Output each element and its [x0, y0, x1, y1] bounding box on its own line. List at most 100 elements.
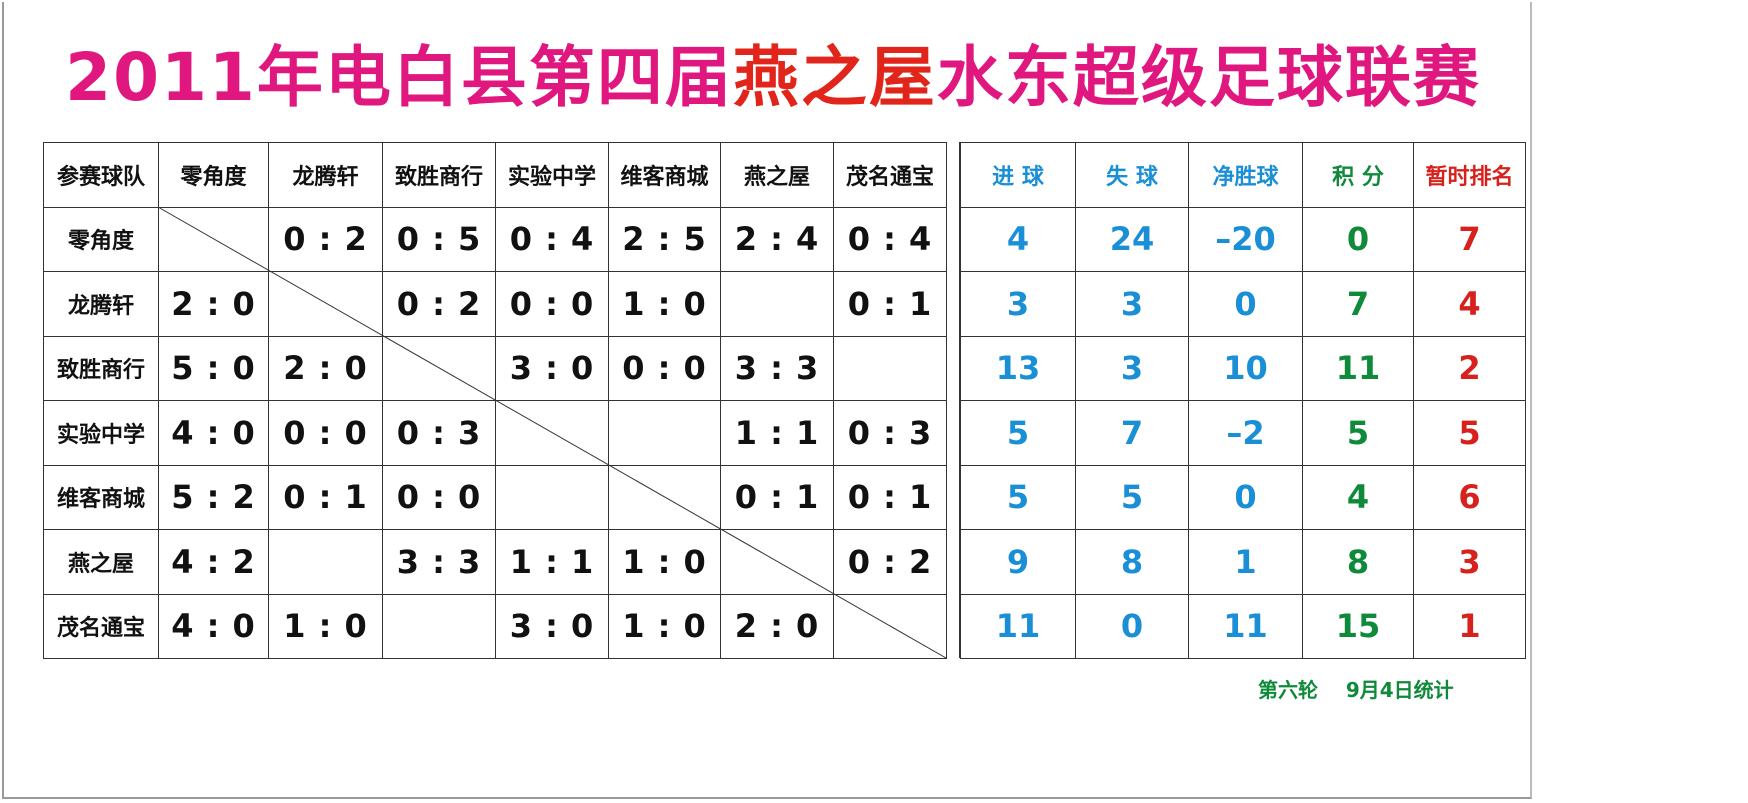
score-cell: 0 : 1 — [720, 464, 834, 530]
title-sponsor: 燕之屋 — [732, 39, 937, 116]
score-cell: 0 : 0 — [495, 271, 609, 337]
score-cell — [720, 271, 834, 337]
score-cell: 5 : 0 — [158, 335, 269, 401]
table-row: 13 3 10 11 2 — [960, 335, 1526, 401]
team-column-header: 零角度 — [158, 142, 269, 208]
score-cell: 3 : 3 — [382, 529, 496, 595]
score-cell: 0 : 2 — [382, 271, 496, 337]
score-cell — [382, 593, 496, 659]
poster-frame — [2, 2, 1532, 799]
stat-cell: 10 — [1188, 335, 1303, 401]
header-row: 进 球失 球净胜球积 分暂时排名 — [960, 142, 1526, 208]
table-separator — [946, 142, 960, 658]
stat-cell: 5 — [1075, 464, 1189, 530]
footer-note: 第六轮 9月4日统计 — [1258, 678, 1454, 702]
standings-table: 进 球失 球净胜球积 分暂时排名 4 24 –20 0 7 3 3 0 7 4 13 3 10 11 2 5 7–… — [960, 142, 1526, 659]
score-cell: 2 : 0 — [158, 271, 269, 337]
score-cell: 2 : 4 — [720, 206, 834, 272]
title-part2: 水东超级足球联赛 — [936, 39, 1481, 116]
stat-cell: 4 — [960, 206, 1076, 272]
team-row-header: 致胜商行 — [43, 335, 159, 401]
table-row: 5 7 –2 5 5 — [960, 400, 1526, 466]
stat-cell: 5 — [960, 400, 1076, 466]
score-cell: 0 : 4 — [833, 206, 947, 272]
stat-header: 进 球 — [960, 142, 1076, 208]
stat-header: 净胜球 — [1188, 142, 1303, 208]
stat-cell: 1 — [1188, 529, 1303, 595]
score-cell: 5 : 2 — [158, 464, 269, 530]
score-cell: 4 : 2 — [158, 529, 269, 595]
score-cell: 0 : 4 — [495, 206, 609, 272]
score-cell: 0 : 1 — [833, 271, 947, 337]
team-row-header: 实验中学 — [43, 400, 159, 466]
table-row: 4 24 –20 0 7 — [960, 206, 1526, 272]
stat-cell: 15 — [1302, 593, 1414, 659]
score-cell: 2 : 0 — [720, 593, 834, 659]
score-cell: 3 : 3 — [720, 335, 834, 401]
score-cell — [608, 400, 721, 466]
score-cell: 1 : 0 — [608, 271, 721, 337]
score-cell: 0 : 3 — [382, 400, 496, 466]
stat-cell: 4 — [1302, 464, 1414, 530]
stat-cell: 11 — [1302, 335, 1414, 401]
stat-cell: 13 — [960, 335, 1076, 401]
score-cell — [720, 529, 834, 595]
team-row-header: 燕之屋 — [43, 529, 159, 595]
stat-cell: 3 — [1413, 529, 1526, 595]
stat-cell: 3 — [1075, 335, 1189, 401]
stat-cell: 1 — [1413, 593, 1526, 659]
stat-cell: 11 — [1188, 593, 1303, 659]
score-cell: 0 : 1 — [833, 464, 947, 530]
team-row-header: 龙腾轩 — [43, 271, 159, 337]
team-row-header: 茂名通宝 — [43, 593, 159, 659]
stat-cell: 0 — [1302, 206, 1414, 272]
team-column-header: 茂名通宝 — [833, 142, 947, 208]
score-cell: 0 : 0 — [382, 464, 496, 530]
score-cell — [268, 271, 383, 337]
score-cell — [382, 335, 496, 401]
stat-cell: 11 — [960, 593, 1076, 659]
score-cell — [495, 400, 609, 466]
score-cell: 0 : 0 — [608, 335, 721, 401]
score-cell — [495, 464, 609, 530]
team-row-header: 零角度 — [43, 206, 159, 272]
score-cell: 1 : 0 — [268, 593, 383, 659]
stat-cell: 7 — [1075, 400, 1189, 466]
score-cell: 1 : 0 — [608, 529, 721, 595]
stat-cell: 24 — [1075, 206, 1189, 272]
team-column-header: 致胜商行 — [382, 142, 496, 208]
score-cell: 1 : 1 — [495, 529, 609, 595]
team-column-header: 燕之屋 — [720, 142, 834, 208]
stat-cell: 5 — [1413, 400, 1526, 466]
title-part1: 2011年电白县第四届 — [65, 39, 733, 116]
score-cell: 2 : 0 — [268, 335, 383, 401]
stat-cell: 0 — [1188, 271, 1303, 337]
stat-cell: 3 — [960, 271, 1076, 337]
team-column-header: 实验中学 — [495, 142, 609, 208]
table-row: 11 0 11 15 1 — [960, 593, 1526, 659]
score-cell: 0 : 2 — [833, 529, 947, 595]
stat-cell: 5 — [960, 464, 1076, 530]
stat-cell: 8 — [1302, 529, 1414, 595]
team-row-header: 维客商城 — [43, 464, 159, 530]
stat-cell: –2 — [1188, 400, 1303, 466]
stat-cell: 4 — [1413, 271, 1526, 337]
stat-cell: 0 — [1188, 464, 1303, 530]
score-cell: 0 : 1 — [268, 464, 383, 530]
stat-cell: 6 — [1413, 464, 1526, 530]
stat-cell: 3 — [1075, 271, 1189, 337]
score-cell: 3 : 0 — [495, 593, 609, 659]
stat-cell: 7 — [1413, 206, 1526, 272]
score-cell — [608, 464, 721, 530]
score-cell — [268, 529, 383, 595]
